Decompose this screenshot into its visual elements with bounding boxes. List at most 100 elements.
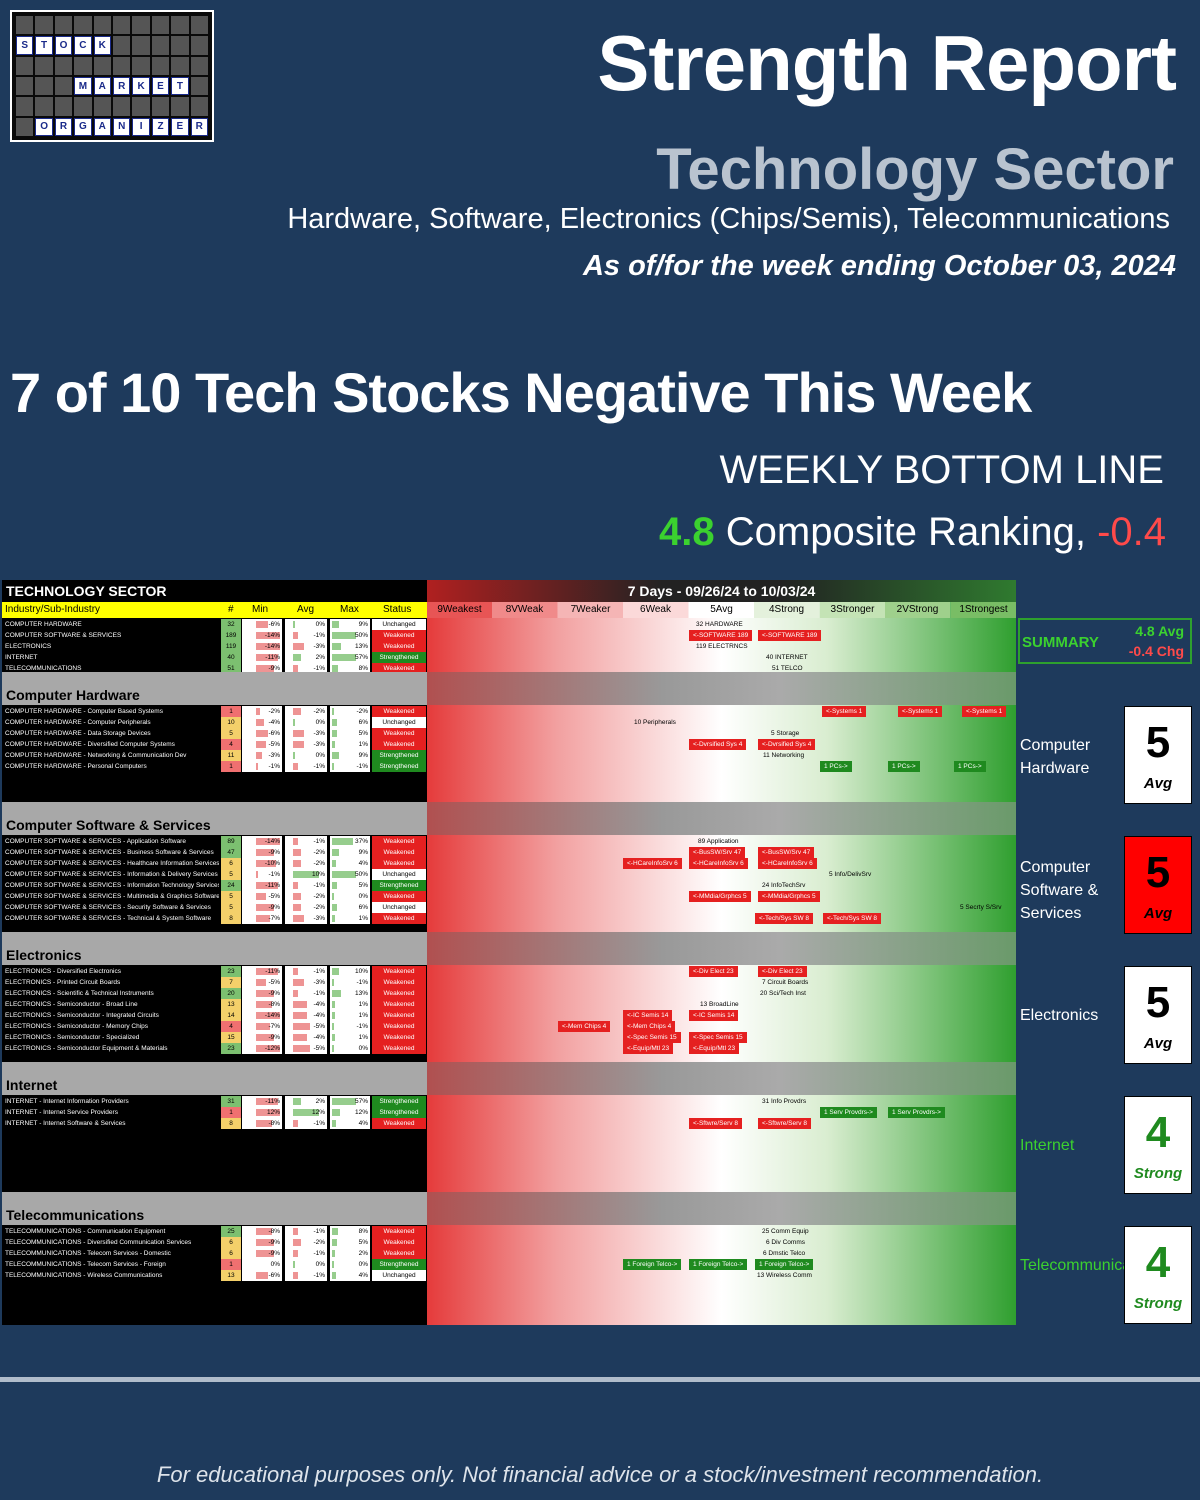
row-count: 24 (221, 880, 241, 891)
bucket-label: 31 Info Provdrs (762, 1098, 807, 1105)
logo-tile (171, 56, 189, 75)
table-row: INTERNET - Internet Software & Services 8… (2, 1118, 427, 1129)
table-row: TELECOMMUNICATIONS - Telecom Services - … (2, 1259, 427, 1270)
table-row: TELECOMMUNICATIONS - Diversified Communi… (2, 1237, 427, 1248)
row-min: -3% (242, 750, 282, 761)
row-name: TELECOMMUNICATIONS - Communication Equip… (5, 1228, 166, 1235)
row-count: 8 (221, 913, 241, 924)
logo-tile (93, 97, 111, 116)
row-count: 6 (221, 1248, 241, 1259)
bucket-label: 1 PCs-> (954, 761, 986, 772)
row-name: ELECTRONICS - Semiconductor - Memory Chi… (5, 1023, 149, 1030)
bucket-label: <-Div Elect 23 (689, 966, 738, 977)
row-avg: -4% (285, 1032, 327, 1043)
row-count: 47 (221, 847, 241, 858)
row-avg: -1% (285, 1270, 327, 1281)
rank-box: 5 Avg (1124, 836, 1192, 934)
section-title: Electronics (6, 947, 82, 963)
table-row: COMPUTER SOFTWARE & SERVICES - Applicati… (2, 836, 427, 847)
bucket-label: <-Mem Chips 4 (623, 1021, 676, 1032)
row-status: Weakened (372, 1248, 426, 1259)
row-count: 5 (221, 869, 241, 880)
row-min: -1% (242, 761, 282, 772)
logo-letter: K (93, 36, 111, 55)
logo-letter: A (93, 77, 111, 96)
bucket-label: 20 Sci/Tech Inst (760, 990, 806, 997)
rank-value: 5 (1145, 848, 1171, 897)
bucket-label: 5 Secrty S/Srv (960, 904, 1002, 911)
summary-change: -0.4 Chg (1128, 643, 1184, 659)
summary-avg: 4.8 Avg (1135, 623, 1184, 639)
row-count: 119 (221, 641, 241, 652)
row-min: -14% (242, 630, 282, 641)
row-status: Strengthened (372, 652, 426, 663)
row-avg: 0% (285, 750, 327, 761)
bucket-label: 5 Info/DelivSrv (829, 871, 872, 878)
bucket-label: <-Dvrsified Sys 4 (689, 739, 747, 750)
row-count: 8 (221, 1118, 241, 1129)
row-max: 50% (330, 869, 370, 880)
bucket-label: 32 HARDWARE (696, 621, 743, 628)
logo-letter: R (112, 77, 131, 96)
row-count: 25 (221, 1226, 241, 1237)
bucket-label: <-IC Semis 14 (623, 1010, 673, 1021)
bucket-label: <-Spec Semis 15 (623, 1032, 681, 1043)
strength-table: TECHNOLOGY SECTOR 7 Days - 09/26/24 to 1… (2, 580, 1016, 1325)
row-name: INTERNET (5, 654, 38, 661)
logo-tile (54, 77, 73, 96)
row-avg: 2% (285, 652, 327, 663)
logo-tile (74, 97, 92, 116)
row-avg: -1% (285, 988, 327, 999)
side-group-name: Electronics (1020, 1007, 1099, 1024)
logo-tile (16, 117, 34, 136)
row-avg: -2% (285, 891, 327, 902)
table-row: COMPUTER SOFTWARE & SERVICES - Technical… (2, 913, 427, 924)
row-avg: -2% (285, 902, 327, 913)
logo-letter: T (35, 36, 53, 55)
section-title: Computer Hardware (6, 687, 140, 703)
row-name: INTERNET - Internet Software & Services (5, 1120, 126, 1127)
row-count: 6 (221, 1237, 241, 1248)
row-avg: -1% (285, 630, 327, 641)
row-min: -9% (242, 1032, 282, 1043)
row-count: 89 (221, 836, 241, 847)
row-name: INTERNET - Internet Information Provider… (5, 1098, 129, 1105)
row-count: 10 (221, 717, 241, 728)
logo-tile (16, 77, 34, 96)
row-status: Strengthened (372, 1107, 426, 1118)
bucket-header: 9Weakest (427, 602, 492, 618)
logo-tile (54, 97, 73, 116)
table-row: ELECTRONICS 119 -14% -3% 13% Weakened (2, 641, 427, 652)
row-min: -8% (242, 1226, 282, 1237)
bucket-label: 89 Application (698, 838, 739, 845)
bucket-label: 119 ELECTRNCS (696, 643, 748, 650)
rank-rating: Strong (1133, 1295, 1183, 1312)
row-max: 1% (330, 999, 370, 1010)
table-row: ELECTRONICS - Printed Circuit Boards 7 -5%… (2, 977, 427, 988)
logo-letter: E (171, 117, 189, 136)
logo-letter: I (132, 117, 150, 136)
row-avg: -5% (285, 1043, 327, 1054)
as-of-date: As of/for the week ending October 03, 20… (582, 250, 1176, 282)
row-min: -11% (242, 1096, 282, 1107)
bucket-label: <-MMdia/Grphcs 5 (689, 891, 751, 902)
logo-tile (54, 56, 73, 75)
rank-rating: Avg (1143, 1035, 1173, 1052)
logo-letter: E (151, 77, 170, 96)
row-count: 5 (221, 728, 241, 739)
logo-tile (190, 77, 208, 96)
logo-letter: Z (151, 117, 170, 136)
divider (0, 1377, 1200, 1382)
col-min: Min (252, 604, 269, 615)
table-row: ELECTRONICS - Semiconductor - Integrated… (2, 1010, 427, 1021)
logo-tile (35, 77, 53, 96)
row-min: -9% (242, 1237, 282, 1248)
row-count: 13 (221, 1270, 241, 1281)
table-row: COMPUTER HARDWARE - Networking & Communi… (2, 750, 427, 761)
row-status: Weakened (372, 1043, 426, 1054)
composite-ranking: 4.8 Composite Ranking, -0.4 (659, 510, 1166, 555)
bucket-label: 13 Wireless Comm (757, 1272, 812, 1279)
row-max: 5% (330, 728, 370, 739)
composite-score: 4.8 (659, 510, 715, 554)
logo-letter: O (54, 36, 73, 55)
